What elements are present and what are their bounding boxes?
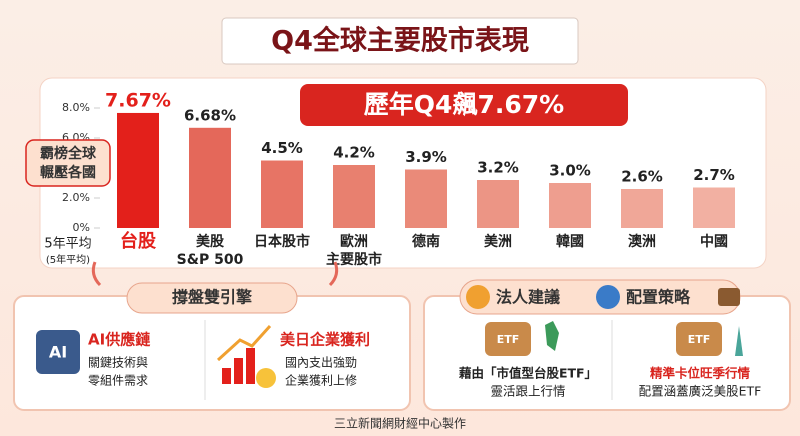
bar	[621, 189, 663, 228]
x-tick-label: 韓國	[556, 233, 584, 250]
left-badge-text: 輾壓各國	[40, 164, 96, 181]
value-label: 2.7%	[693, 166, 735, 184]
x-tick-label: 美股	[196, 233, 225, 250]
top-badge	[300, 84, 628, 126]
engine-item-title: AI供應鏈	[88, 331, 151, 349]
x-tick-label: 德南	[412, 233, 440, 250]
x-axis-label: 5年平均	[44, 237, 91, 252]
left-badge-text: 霸榜全球	[40, 145, 97, 162]
engine-pill	[126, 282, 298, 314]
value-label: 2.6%	[621, 168, 663, 186]
bar	[693, 187, 735, 228]
title: Q4全球主要股市表現	[271, 25, 529, 57]
x-tick-label: S&P 500	[177, 252, 244, 268]
bar	[405, 169, 447, 228]
y-tick-label: 0%	[73, 221, 90, 234]
x-tick-label: 台股	[120, 230, 157, 252]
bar	[117, 112, 159, 228]
x-tick-label: 澳洲	[628, 233, 656, 250]
compass-icon	[466, 285, 490, 309]
bar	[189, 127, 231, 228]
engine-item-text: 企業獲利上修	[285, 373, 357, 388]
y-tick-label: 8.0%	[62, 101, 90, 114]
x-tick-label: 歐洲	[340, 233, 368, 250]
y-tick-label: 2.0%	[62, 191, 90, 204]
value-label: 6.68%	[184, 106, 236, 124]
arrow	[328, 261, 339, 287]
chip-label: AI	[49, 343, 67, 362]
x-tick-label: 主要股市	[326, 251, 382, 268]
value-label: 4.2%	[333, 144, 375, 162]
liberty-icon	[735, 326, 743, 356]
left-badge	[25, 139, 111, 187]
engine-item-text: 國內支出強勁	[285, 356, 357, 370]
bar	[333, 165, 375, 228]
value-label: 3.0%	[549, 162, 591, 180]
advice-text: 配置涵蓋廣泛美股ETF	[639, 384, 762, 399]
engine-item-text: 關鍵技術與	[88, 355, 148, 370]
etf-icon	[485, 322, 531, 356]
engine-item-text: 零組件需求	[88, 374, 148, 388]
etf-label: ETF	[497, 333, 520, 346]
value-label: 4.5%	[261, 139, 303, 157]
globe-icon	[596, 285, 620, 309]
etf-label: ETF	[688, 333, 711, 346]
advice-text: 藉由「市值型台股ETF」	[458, 366, 597, 381]
footer: 三立新聞網財經中心製作	[334, 416, 466, 431]
engine-title: 撐盤雙引擎	[172, 288, 253, 307]
bar	[549, 183, 591, 228]
growth-icon	[216, 324, 276, 388]
x-tick-label: 中國	[700, 233, 728, 250]
value-label: 3.9%	[405, 148, 447, 166]
chip-icon	[36, 330, 80, 374]
advice-title: 法人建議	[496, 288, 560, 307]
case-icon	[718, 288, 740, 306]
value-label: 7.67%	[105, 89, 171, 111]
bar	[477, 180, 519, 228]
x-tick-label: 美洲	[484, 233, 512, 250]
value-label: 3.2%	[477, 159, 519, 177]
engine-item-title: 美日企業獲利	[280, 331, 370, 349]
x-axis-label: (5年平均)	[46, 253, 90, 266]
bar	[261, 160, 303, 228]
title-banner	[221, 17, 579, 65]
top-badge-text: 歷年Q4飆7.67%	[364, 90, 564, 119]
bar-chart: 0%2.0%4.0%6.0%8.0%5年平均(5年平均)7.67%台股6.68%…	[44, 89, 735, 268]
arrow	[91, 261, 102, 287]
taiwan-icon	[545, 321, 559, 351]
x-tick-label: 日本股市	[254, 233, 310, 250]
advice-text: 精準卡位旺季行情	[650, 366, 751, 381]
advice-text: 靈活跟上行情	[490, 384, 565, 399]
etf-icon	[676, 322, 722, 356]
advice-title: 配置策略	[626, 288, 691, 307]
